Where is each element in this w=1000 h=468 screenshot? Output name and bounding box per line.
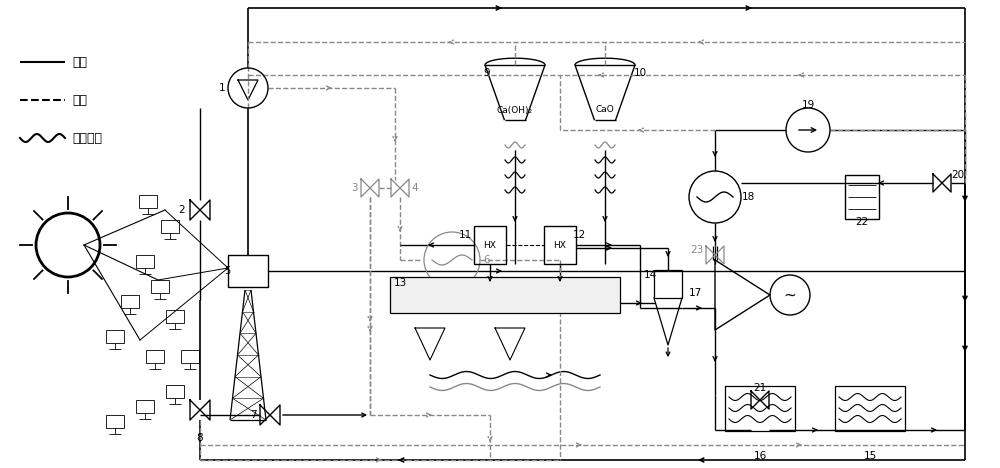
Bar — [161, 220, 179, 233]
Bar — [474, 226, 506, 264]
Text: CaO: CaO — [596, 105, 614, 115]
Text: 19: 19 — [801, 100, 815, 110]
Text: 8: 8 — [197, 433, 203, 443]
Text: 18: 18 — [741, 192, 755, 202]
Bar — [139, 195, 157, 208]
Text: ~: ~ — [784, 287, 796, 302]
Text: 16: 16 — [753, 451, 767, 461]
Text: 4: 4 — [412, 183, 418, 193]
Bar — [390, 277, 620, 313]
Bar — [166, 310, 184, 323]
Text: HX: HX — [554, 241, 566, 249]
Text: 14: 14 — [643, 270, 657, 280]
Bar — [151, 280, 169, 293]
Text: 22: 22 — [855, 217, 869, 227]
Text: Ca(OH)₂: Ca(OH)₂ — [497, 105, 533, 115]
Bar — [121, 295, 139, 308]
Bar — [544, 226, 576, 264]
Bar — [835, 386, 905, 431]
Text: 23: 23 — [690, 245, 704, 255]
Bar — [106, 415, 124, 428]
Bar — [106, 330, 124, 343]
Text: 7: 7 — [250, 410, 256, 420]
Bar — [725, 386, 795, 431]
Text: 6: 6 — [484, 255, 490, 265]
Text: 螺旋送料: 螺旋送料 — [72, 132, 102, 145]
Text: 17: 17 — [688, 288, 702, 298]
Text: 9: 9 — [484, 68, 490, 78]
Bar — [181, 350, 199, 363]
Text: 10: 10 — [633, 68, 647, 78]
Bar — [228, 255, 268, 287]
Text: 12: 12 — [572, 230, 586, 240]
Text: 1: 1 — [219, 83, 225, 93]
Text: 释能: 释能 — [72, 94, 87, 107]
Text: 15: 15 — [863, 451, 877, 461]
Bar — [136, 255, 154, 268]
Bar — [166, 385, 184, 398]
Text: 20: 20 — [951, 170, 965, 180]
Text: HX: HX — [484, 241, 496, 249]
Text: 2: 2 — [179, 205, 185, 215]
Text: 21: 21 — [753, 383, 767, 393]
Bar — [845, 175, 879, 219]
Text: 储能: 储能 — [72, 56, 87, 68]
Bar — [136, 400, 154, 413]
Bar — [146, 350, 164, 363]
Text: 13: 13 — [393, 278, 407, 288]
Text: 11: 11 — [458, 230, 472, 240]
Bar — [654, 270, 682, 298]
Text: 3: 3 — [351, 183, 357, 193]
Text: 5: 5 — [224, 266, 230, 276]
